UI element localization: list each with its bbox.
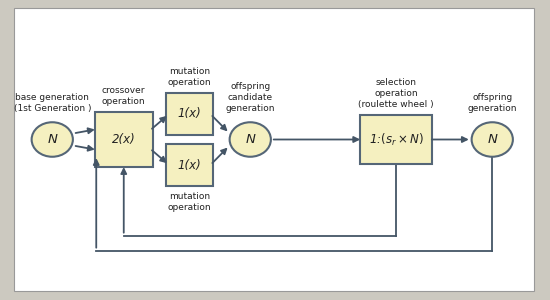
Text: 1(x): 1(x) [178,107,202,121]
Ellipse shape [230,122,271,157]
Text: N: N [245,133,255,146]
Text: base generation
(1st Generation ): base generation (1st Generation ) [14,93,91,113]
Text: 1:$(s_r \times N)$: 1:$(s_r \times N)$ [368,131,424,148]
Ellipse shape [32,122,73,157]
Text: crossover
operation: crossover operation [102,85,146,106]
Text: N: N [487,133,497,146]
Text: 2(x): 2(x) [112,133,136,146]
Text: mutation
operation: mutation operation [168,67,212,87]
Text: N: N [47,133,57,146]
Text: 1(x): 1(x) [178,158,202,172]
Text: offspring
generation: offspring generation [468,93,517,113]
Text: selection
operation
(roulette wheel ): selection operation (roulette wheel ) [358,77,434,109]
FancyBboxPatch shape [166,93,213,135]
Text: mutation
operation: mutation operation [168,192,212,212]
Text: offspring
candidate
generation: offspring candidate generation [226,82,275,113]
FancyBboxPatch shape [95,112,152,167]
FancyBboxPatch shape [360,115,432,164]
FancyBboxPatch shape [14,8,534,291]
FancyBboxPatch shape [166,144,213,186]
Ellipse shape [472,122,513,157]
